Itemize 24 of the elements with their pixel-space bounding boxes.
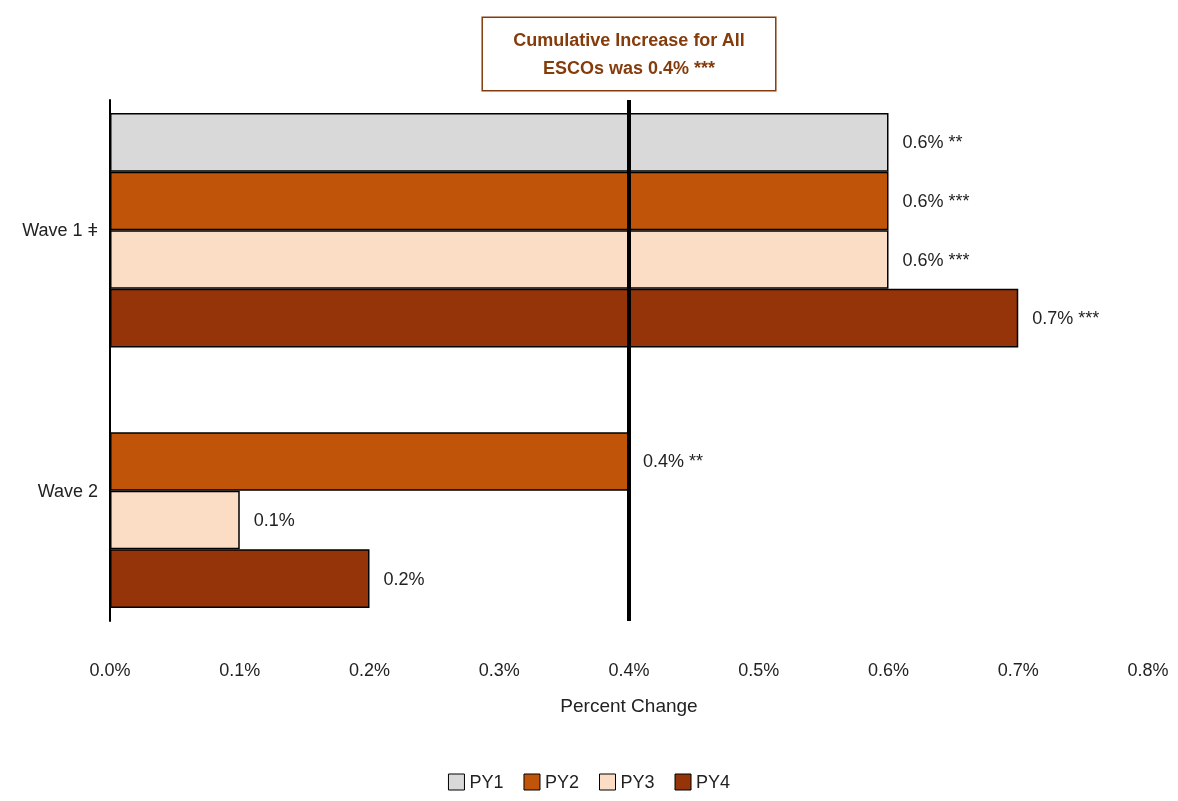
x-tick-label: 0.2% [348, 660, 391, 680]
legend-label: PY1 [469, 772, 504, 792]
x-tick-label: 0.6% [867, 660, 910, 680]
x-axis-title: Percent Change [560, 695, 698, 716]
x-tick-label: 0.8% [1127, 660, 1169, 680]
ref-line-label: Cumulative Increase for All ESCOs was 0.4% *** [513, 30, 745, 78]
x-tick-label: 0.3% [478, 660, 520, 680]
data-label: 0.1% [253, 510, 295, 531]
y-tick-label: Wave 2 [37, 480, 98, 501]
data-label: 0.6% *** [902, 249, 970, 270]
legend-label: PY4 [696, 772, 731, 792]
legend-label: PY3 [620, 772, 655, 792]
x-tick-label: 0.7% [997, 660, 1039, 680]
data-label: 0.2% [383, 568, 425, 589]
data-label: 0.6% ** [902, 132, 963, 153]
data-label: 0.4% ** [643, 451, 704, 472]
legend-label: PY2 [544, 772, 580, 792]
x-tick-label: 0.0% [89, 660, 131, 680]
data-label: 0.6% *** [902, 190, 970, 211]
x-tick-label: 0.4% [608, 660, 650, 680]
y-tick-label: Wave 1 ǂ [22, 220, 98, 241]
x-tick-label: 0.1% [219, 660, 261, 680]
x-tick-label: 0.5% [738, 660, 780, 680]
data-label: 0.7% *** [1032, 308, 1100, 329]
